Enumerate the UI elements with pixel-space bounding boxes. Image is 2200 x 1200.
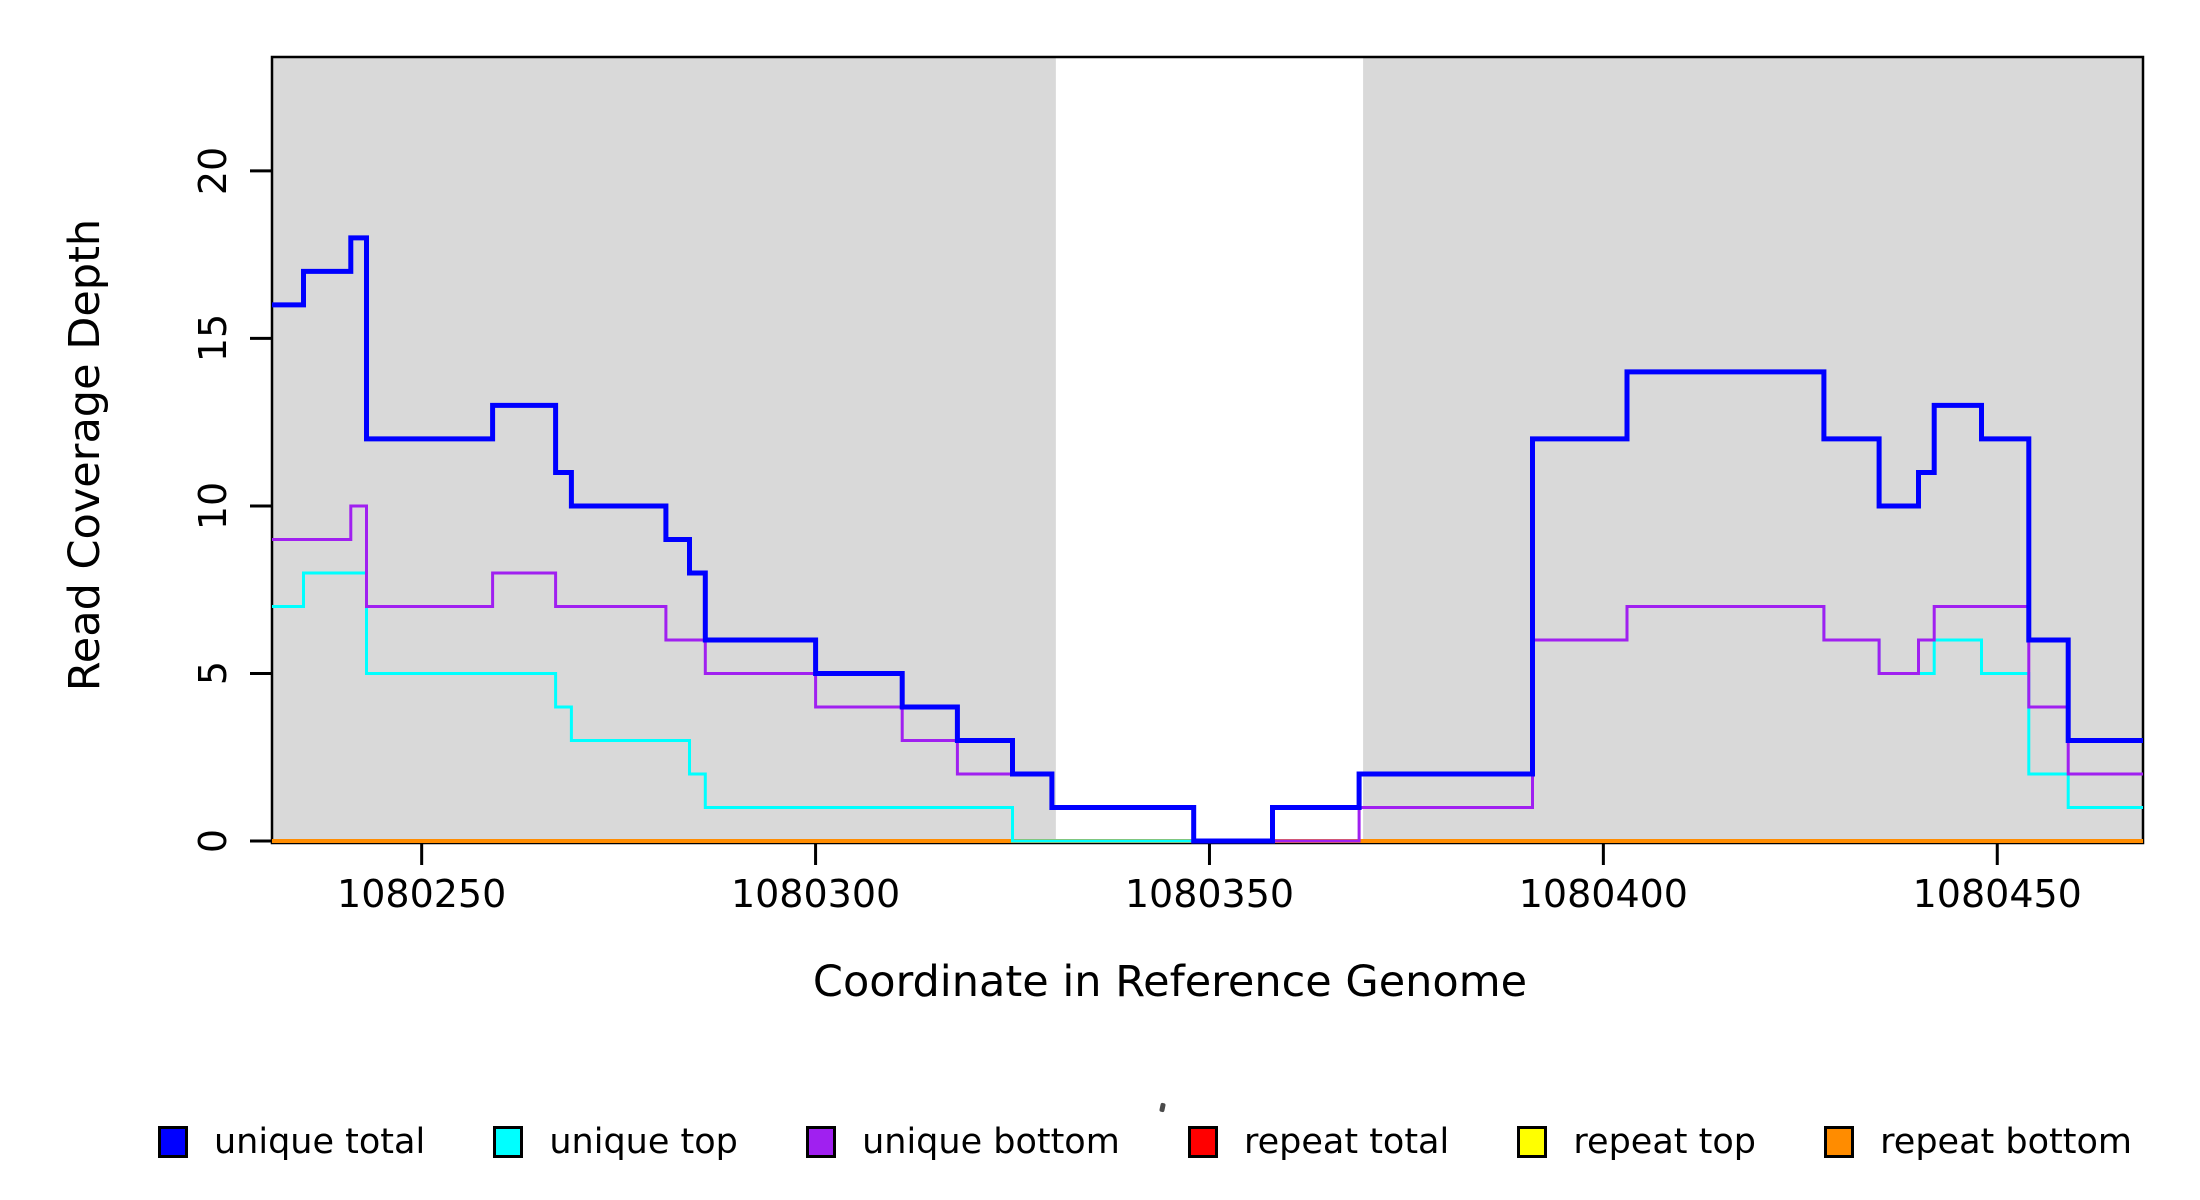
y-tick-label: 0: [191, 828, 235, 854]
y-tick-label: 5: [191, 661, 235, 686]
coverage-lines: [272, 235, 2143, 844]
legend-item-unique-bottom: unique bottom: [806, 1122, 1120, 1162]
legend-label: unique top: [549, 1122, 738, 1162]
unique-top-swatch-icon: [493, 1126, 524, 1158]
x-tick-label: 1080300: [730, 872, 901, 916]
x-tick-label: 1080450: [1912, 872, 2082, 916]
unique-bottom-swatch-icon: [806, 1126, 837, 1158]
legend-item-repeat-total: repeat total: [1188, 1122, 1449, 1162]
legend-label: repeat bottom: [1880, 1122, 2132, 1162]
x-tick-label: 1080350: [1124, 872, 1295, 916]
y-tick-label: 20: [191, 146, 235, 196]
x-tick-label: 1080250: [337, 872, 507, 916]
legend-item-repeat-bottom: repeat bottom: [1824, 1122, 2132, 1162]
repeat-top-swatch-icon: [1517, 1126, 1548, 1158]
repeat-bottom-swatch-icon: [1824, 1126, 1855, 1158]
legend-label: unique bottom: [862, 1122, 1120, 1162]
repeat-total-swatch-icon: [1188, 1126, 1218, 1158]
y-axis-title: Read Coverage Depth: [60, 218, 110, 692]
shaded-bands: [272, 57, 2143, 843]
axis-ticks: [250, 169, 1999, 865]
legend: unique total unique top unique bottom re…: [158, 1112, 2132, 1172]
y-tick-label: 15: [191, 314, 235, 363]
x-axis-title: Coordinate in Reference Genome: [812, 957, 1528, 1007]
unique-total-swatch-icon: [158, 1126, 188, 1158]
legend-label: repeat total: [1244, 1122, 1450, 1162]
series-unique-total: [272, 235, 2143, 844]
x-tick-label: 1080400: [1518, 872, 1688, 916]
legend-item-repeat-top: repeat top: [1517, 1122, 1756, 1162]
legend-label: repeat top: [1573, 1122, 1756, 1162]
legend-label: unique total: [214, 1122, 426, 1162]
legend-item-unique-total: unique total: [158, 1122, 425, 1162]
legend-item-unique-top: unique top: [493, 1122, 738, 1162]
y-tick-label: 10: [191, 481, 235, 531]
